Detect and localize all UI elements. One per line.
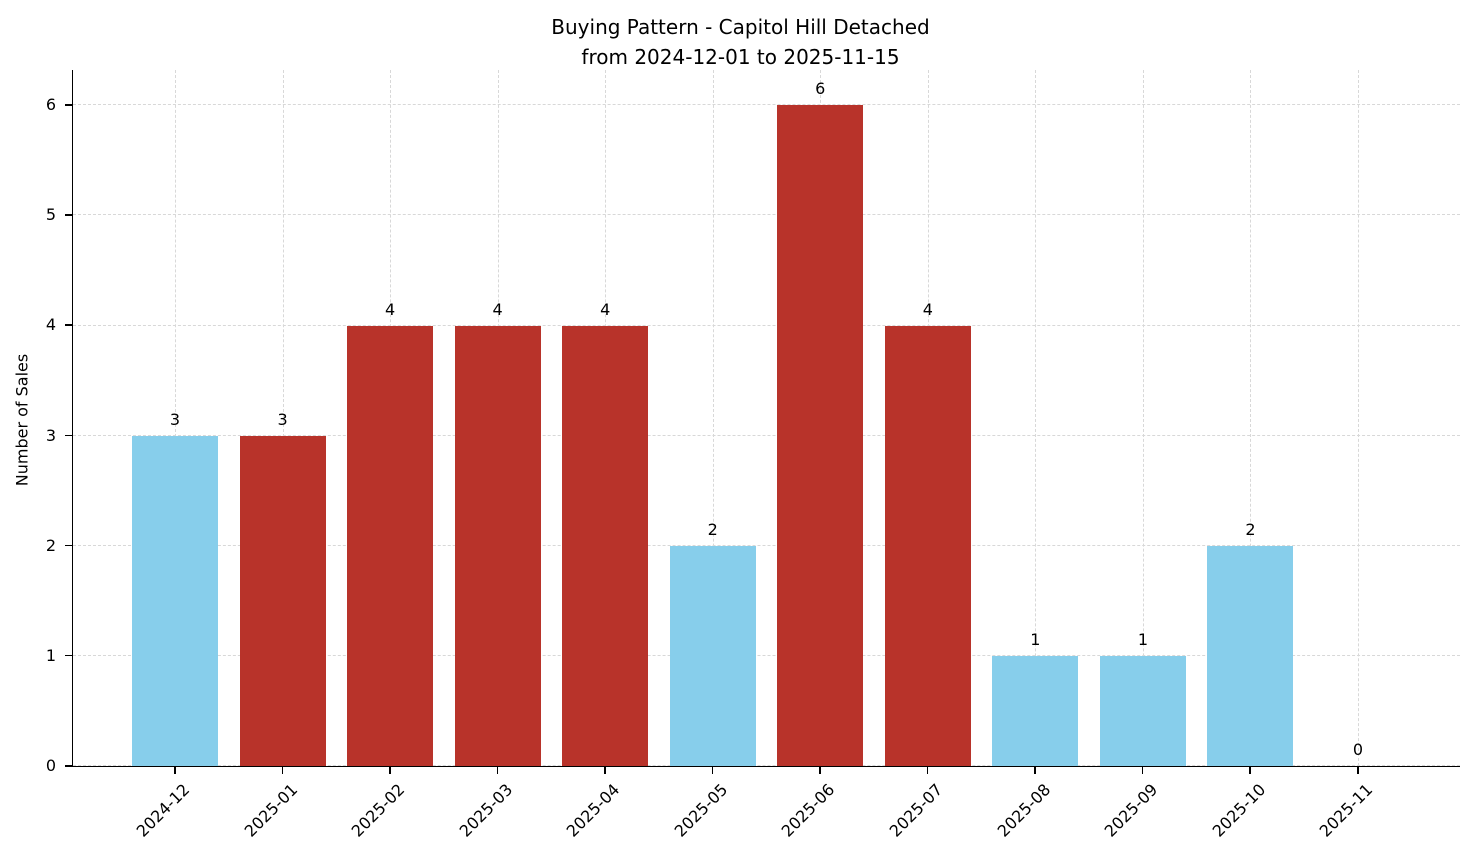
v-gridline	[1142, 70, 1144, 766]
x-tick-label-2025-10: 2025-10	[1208, 780, 1269, 841]
bar-2025-10	[1207, 545, 1294, 766]
bar-value-label-2025-06: 6	[815, 79, 826, 99]
y-tick-label: 5	[45, 205, 56, 225]
bar-2025-09	[1099, 655, 1186, 766]
x-tick-mark	[496, 767, 499, 774]
x-tick-label-2025-04: 2025-04	[562, 780, 624, 841]
x-tick-label-2024-12: 2024-12	[132, 780, 194, 841]
bar-value-label-2025-10: 2	[1245, 519, 1256, 539]
h-gridline	[73, 104, 1460, 106]
y-tick-mark	[65, 324, 72, 326]
bar-value-label-2024-12: 3	[169, 409, 181, 429]
h-gridline	[73, 214, 1460, 216]
x-tick-mark	[819, 767, 821, 774]
h-gridline	[73, 324, 1460, 326]
chart-title-line1: Buying Pattern - Capitol Hill Detached	[551, 15, 930, 39]
chart-title-line2: from 2024-12-01 to 2025-11-15	[581, 45, 900, 69]
x-tick-mark	[1249, 767, 1251, 774]
bar-value-label-2025-11: 0	[1352, 740, 1364, 759]
y-tick-mark	[65, 765, 72, 767]
bar-2025-03	[454, 325, 541, 766]
x-tick-label-2025-11: 2025-11	[1315, 780, 1377, 841]
bar-2025-05	[669, 545, 756, 766]
h-gridline	[73, 654, 1460, 656]
x-tick-label-2025-05: 2025-05	[670, 780, 732, 841]
bar-value-label-2025-04: 4	[600, 299, 611, 319]
y-tick-label: 3	[45, 425, 56, 445]
y-tick-mark	[65, 434, 72, 437]
y-tick-label: 0	[45, 756, 56, 775]
y-tick-label: 6	[45, 95, 56, 115]
x-tick-mark	[174, 767, 176, 774]
bar-value-label-2025-03: 4	[492, 299, 503, 319]
bar-value-label-2025-02: 4	[384, 299, 396, 319]
x-tick-mark	[1034, 767, 1036, 774]
v-gridline	[1250, 70, 1252, 766]
x-tick-mark	[389, 767, 391, 774]
y-tick-label: 2	[45, 535, 56, 555]
y-axis-label: Number of Sales	[12, 353, 32, 487]
y-tick-mark	[65, 104, 72, 106]
bar-2025-08	[992, 655, 1079, 766]
bar-2024-12	[132, 435, 218, 766]
bar-2025-01	[239, 435, 326, 766]
v-gridline	[1358, 70, 1359, 766]
chart-title: Buying Pattern - Capitol Hill Detached f…	[0, 12, 1481, 72]
h-gridline	[73, 434, 1460, 436]
x-tick-label-2025-02: 2025-02	[347, 780, 409, 841]
v-gridline	[1035, 70, 1037, 766]
bar-value-label-2025-08: 1	[1030, 629, 1041, 649]
h-gridline	[73, 544, 1460, 546]
bar-2025-02	[347, 325, 434, 766]
bar-value-label-2025-07: 4	[922, 299, 933, 319]
x-tick-mark	[281, 767, 284, 774]
x-tick-mark	[926, 767, 929, 774]
x-tick-label-2025-01: 2025-01	[240, 780, 301, 841]
y-tick-label: 4	[45, 315, 56, 335]
bar-value-label-2025-01: 3	[277, 409, 288, 429]
x-tick-mark	[1357, 767, 1359, 774]
x-tick-label-2025-08: 2025-08	[993, 780, 1054, 841]
v-gridline	[282, 70, 284, 766]
x-tick-label-2025-06: 2025-06	[778, 780, 839, 841]
bar-2025-04	[562, 325, 649, 766]
x-tick-mark	[604, 767, 606, 774]
y-tick-label: 1	[45, 645, 56, 665]
x-tick-mark	[711, 767, 714, 774]
y-tick-mark	[65, 654, 72, 657]
bar-2025-06	[777, 105, 864, 766]
x-tick-label-2025-09: 2025-09	[1100, 780, 1162, 841]
y-tick-mark	[65, 544, 72, 547]
v-gridline	[712, 70, 714, 766]
y-tick-mark	[65, 214, 72, 216]
h-gridline	[73, 765, 1460, 766]
plot-area: 3 3 4 4 4 2 6 4 1 1 2 0	[72, 70, 1460, 767]
bar-value-label-2025-09: 1	[1137, 629, 1148, 649]
x-tick-label-2025-03: 2025-03	[455, 780, 517, 841]
bar-value-label-2025-05: 2	[707, 519, 718, 539]
x-tick-label-2025-07: 2025-07	[885, 780, 947, 841]
bar-2025-07	[884, 325, 971, 766]
v-gridline	[175, 70, 176, 766]
x-tick-mark	[1141, 767, 1144, 774]
